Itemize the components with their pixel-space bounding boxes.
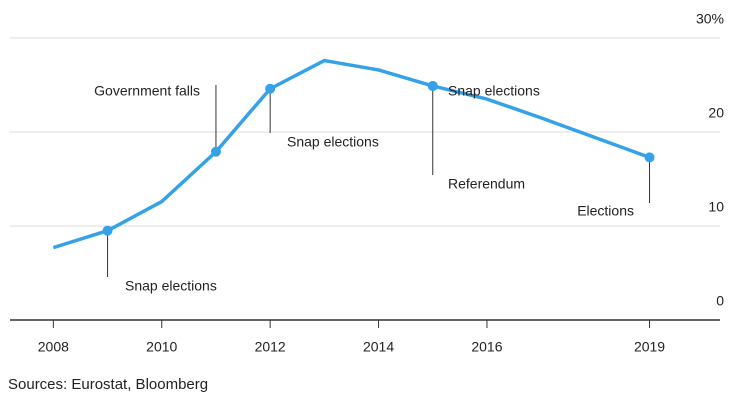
source: Sources: Eurostat, Bloomberg (8, 376, 208, 393)
marker (427, 80, 438, 91)
annotation-label: Elections (577, 203, 634, 219)
y-tick-label: 20 (708, 105, 724, 121)
marker (210, 146, 221, 157)
marker (265, 83, 276, 94)
y-tick-label: 10 (708, 199, 724, 215)
y-tick-label: 30% (696, 11, 724, 27)
x-tick-label: 2016 (471, 339, 502, 355)
marker (644, 152, 655, 163)
annotation-label: Snap elections (448, 83, 540, 99)
x-tick-label: 2012 (255, 339, 286, 355)
x-tick-label: 2019 (634, 339, 665, 355)
annotation-label: Snap elections (125, 278, 217, 294)
y-tick-label: 0 (716, 293, 724, 309)
annotation-label: Snap elections (287, 134, 379, 150)
x-tick-label: 2010 (146, 339, 177, 355)
series-line (52, 58, 651, 250)
x-tick-label: 2014 (363, 339, 394, 355)
annotation-label: Referendum (448, 176, 525, 192)
marker (102, 225, 113, 236)
annotation-label: Government falls (94, 83, 200, 99)
x-tick-label: 2008 (38, 339, 69, 355)
